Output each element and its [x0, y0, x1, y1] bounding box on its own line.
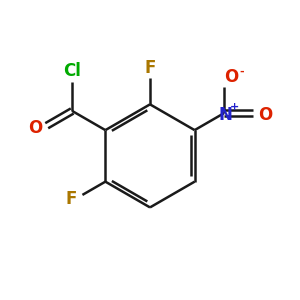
Text: O: O: [224, 68, 238, 86]
Text: O: O: [258, 106, 272, 124]
Text: F: F: [144, 59, 156, 77]
Text: F: F: [65, 190, 77, 208]
Text: N: N: [218, 106, 233, 124]
Text: O: O: [28, 119, 43, 137]
Text: +: +: [230, 102, 239, 112]
Text: -: -: [239, 67, 244, 77]
Text: Cl: Cl: [63, 62, 81, 80]
